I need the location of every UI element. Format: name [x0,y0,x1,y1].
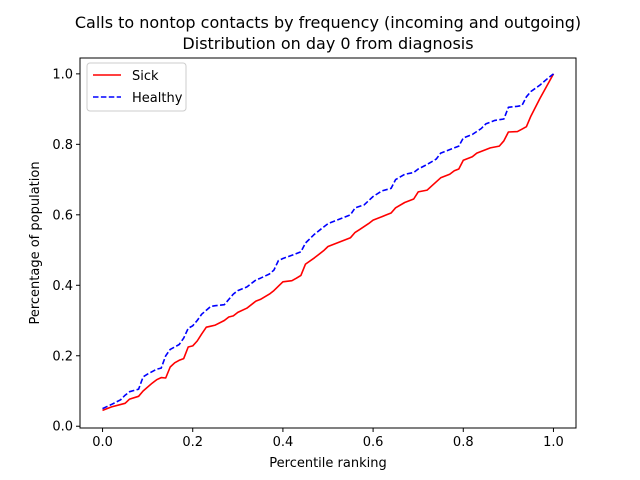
x-tick-label: 0.0 [92,435,113,450]
y-tick-label: 0.8 [52,138,73,153]
x-tick-label: 1.0 [543,435,564,450]
chart-subtitle: Distribution on day 0 from diagnosis [182,34,473,53]
series-layer [102,73,555,412]
x-axis-ticks: 0.0 0.2 0.4 0.6 0.8 1.0 [92,428,564,450]
x-tick-label: 0.6 [363,435,384,450]
y-tick-label: 1.0 [52,67,73,82]
y-axis-label: Percentage of population [28,161,43,324]
series-line-healthy [102,73,554,410]
y-tick-label: 0.4 [52,279,73,294]
y-axis-ticks: 0.0 0.2 0.4 0.6 0.8 1.0 [52,67,80,435]
x-tick-label: 0.2 [182,435,203,450]
x-axis-label: Percentile ranking [269,456,386,471]
plot-frame [79,57,577,429]
x-tick-label: 0.8 [453,435,474,450]
legend-label-healthy: Healthy [132,91,183,106]
x-tick-label: 0.4 [273,435,294,450]
y-tick-label: 0.2 [52,349,73,364]
plot-area: 0.0 0.2 0.4 0.6 0.8 1.0 0.0 0.2 0.4 0.6 0.8 1.0 [52,57,577,450]
legend: Sick Healthy [86,62,187,112]
series-line-sick [102,73,555,412]
y-tick-label: 0.0 [52,420,73,435]
y-tick-label: 0.6 [52,208,73,223]
chart-title: Calls to nontop contacts by frequency (i… [75,13,581,32]
legend-label-sick: Sick [132,69,159,84]
